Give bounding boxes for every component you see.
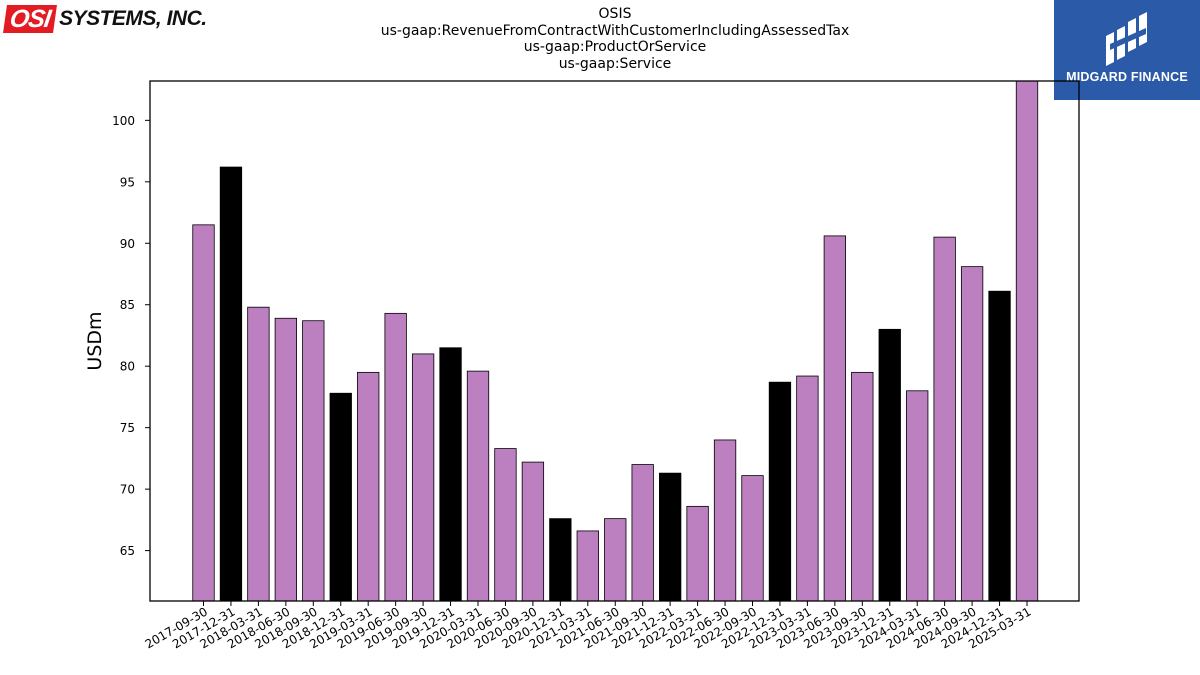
bar-2023-09-30	[851, 371, 874, 602]
bar-2021-09-30	[631, 464, 654, 602]
bar-2018-09-30	[302, 320, 325, 602]
bar-2017-09-30	[192, 224, 215, 602]
bar-2024-06-30	[933, 236, 956, 602]
bar-2023-03-31	[796, 375, 819, 602]
y-tick-label: 95	[120, 175, 135, 189]
bar-2018-12-31	[329, 392, 352, 602]
y-axis-label: USDm	[84, 311, 106, 370]
y-tick-label: 80	[120, 360, 135, 374]
bar-2019-12-31	[439, 347, 462, 602]
y-tick-label: 70	[120, 483, 135, 497]
x-axis: 2017-09-302017-12-312018-03-312018-06-30…	[143, 601, 1034, 651]
bar-2024-03-31	[906, 390, 929, 602]
bar-2022-03-31	[686, 505, 709, 602]
bar-2022-12-31	[768, 381, 792, 602]
bar-2019-09-30	[411, 353, 435, 602]
bars-group	[192, 80, 1039, 602]
bar-2019-06-30	[384, 312, 407, 602]
bar-2021-03-31	[576, 530, 599, 602]
y-tick-label: 75	[120, 421, 135, 435]
bar-2022-06-30	[713, 439, 737, 602]
bar-2018-06-30	[274, 317, 298, 602]
bar-2020-09-30	[521, 461, 545, 602]
osi-logo-text: SYSTEMS, INC.	[59, 7, 207, 30]
title-line-1: OSIS	[598, 6, 632, 22]
y-axis: 65 70 75 80 85 90 95 100	[112, 114, 150, 558]
bar-2024-12-31	[988, 290, 1011, 602]
plot-frame	[149, 80, 1080, 602]
bar-2022-09-30	[741, 475, 764, 602]
bar-2020-12-31	[549, 518, 572, 602]
osi-systems-logo: OSI SYSTEMS, INC.	[3, 4, 207, 34]
bar-2020-06-30	[494, 448, 517, 602]
bar-2024-09-30	[960, 266, 984, 602]
y-tick-label: 85	[120, 298, 135, 312]
midgard-finance-logo: MIDGARD FINANCE	[1054, 0, 1200, 100]
title-line-4: us-gaap:Service	[558, 55, 672, 72]
y-tick-label: 90	[120, 237, 135, 251]
title-line-2: us-gaap:RevenueFromContractWithCustomerI…	[380, 22, 850, 39]
midgard-logo-text: MIDGARD FINANCE	[1066, 70, 1188, 84]
midgard-mark-icon	[1106, 12, 1147, 66]
bar-2020-03-31	[466, 370, 490, 602]
chart-title: OSIS us-gaap:RevenueFromContractWithCust…	[315, 6, 915, 72]
bar-2017-12-31	[219, 166, 243, 602]
bar-2021-12-31	[659, 472, 682, 602]
y-tick-label: 65	[120, 544, 135, 558]
bar-2021-06-30	[604, 518, 627, 602]
bar-2023-12-31	[878, 328, 901, 602]
bar-2025-03-31	[1015, 80, 1039, 602]
bar-2019-03-31	[357, 371, 380, 602]
title-line-3: us-gaap:ProductOrService	[523, 39, 707, 55]
bar-2023-06-30	[823, 235, 846, 602]
y-tick-label: 100	[112, 114, 135, 128]
bar-2018-03-31	[247, 306, 270, 602]
